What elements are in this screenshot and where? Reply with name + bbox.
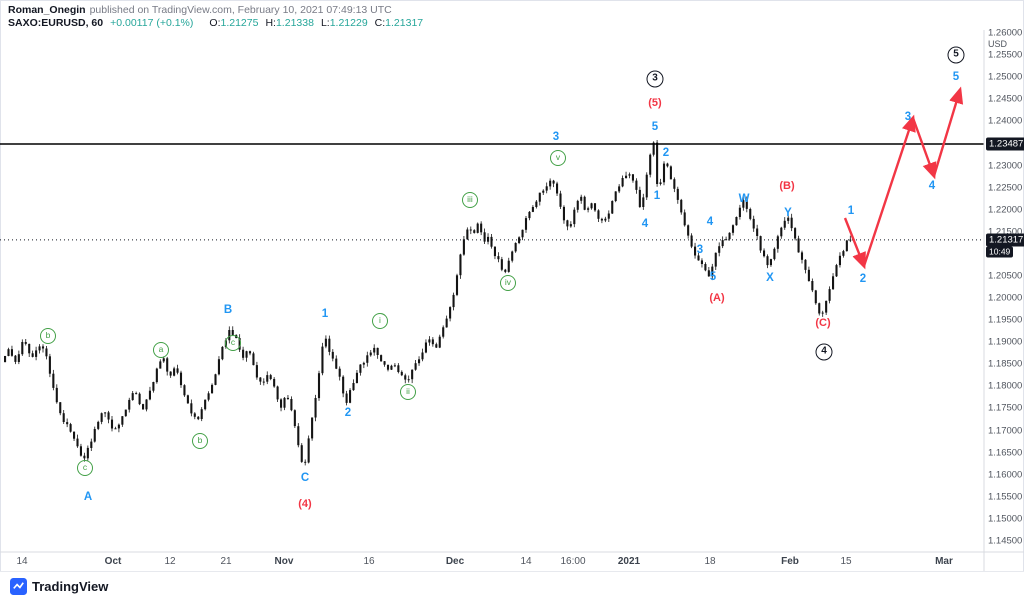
price-tick: 1.19500 (988, 314, 1023, 326)
price-tick: 1.23000 (988, 160, 1023, 172)
tradingview-logo[interactable]: TradingView (10, 578, 108, 595)
time-tick: Dec (445, 556, 465, 567)
price-change: +0.00117 (+0.1%) (110, 17, 194, 29)
ohlc-value: 1.21317 (385, 17, 424, 29)
price-tick: 1.19000 (988, 336, 1023, 348)
projection-arrow[interactable] (932, 86, 964, 177)
time-tick: Nov (274, 556, 294, 567)
axis-currency-label: USD (988, 39, 1008, 49)
symbol-info-line: SAXO:EURUSD, 60 +0.00117 (+0.1%) O:1.21275… (8, 17, 423, 29)
price-badge: 1.21317 (986, 233, 1024, 247)
projection-arrow[interactable] (862, 114, 916, 267)
price-tick: 1.18500 (988, 358, 1023, 370)
price-tick: 1.16500 (988, 447, 1023, 459)
price-tick: 1.20500 (988, 270, 1023, 282)
ohlc-key: C: (374, 17, 386, 29)
author-name[interactable]: Roman_Onegin (8, 4, 86, 16)
time-tick: 18 (704, 556, 716, 567)
price-tick: 1.20000 (988, 292, 1023, 304)
projection-arrow[interactable] (843, 217, 866, 270)
price-tick: 1.24000 (988, 115, 1023, 127)
ohlc-values: O:1.21275 H:1.21338 L:1.21229 C:1.21317 (202, 17, 423, 29)
price-tick: 1.14500 (988, 535, 1023, 547)
time-tick: 16:00 (560, 556, 586, 567)
footer-bar: TradingView (0, 571, 1024, 601)
time-axis[interactable]: 14 Oct 12 21 Nov 16 Dec 14 16:00 2021 18 Feb 15 Mar (0, 552, 1024, 570)
price-tick: 1.17500 (988, 402, 1023, 414)
time-tick: 21 (220, 556, 232, 567)
price-tick: 1.21500 (988, 226, 1023, 238)
ohlc-value: 1.21275 (220, 17, 259, 29)
price-badge: 1.23487 (986, 137, 1024, 151)
tradingview-logo-icon (10, 578, 27, 595)
ohlc-value: 1.21229 (329, 17, 368, 29)
time-tick: 12 (164, 556, 176, 567)
publish-info-line: Roman_Onegin published on TradingView.com… (8, 4, 392, 16)
time-tick: Oct (104, 556, 122, 567)
price-tick: 1.25000 (988, 71, 1023, 83)
projection-arrow[interactable] (911, 117, 937, 180)
time-tick: Mar (935, 556, 953, 567)
time-tick: 15 (840, 556, 852, 567)
time-tick: 16 (363, 556, 375, 567)
publish-meta: published on TradingView.com, February 1… (89, 4, 392, 16)
price-tick: 1.16000 (988, 469, 1023, 481)
price-tick: 1.22000 (988, 204, 1023, 216)
price-tick: 1.22500 (988, 182, 1023, 194)
price-tick: 1.26000 (988, 27, 1023, 39)
time-tick: 14 (16, 556, 28, 567)
ohlc-key: H: (265, 17, 276, 29)
symbol-title[interactable]: SAXO:EURUSD, 60 (8, 17, 104, 29)
price-tick: 1.15000 (988, 513, 1023, 525)
ohlc-value: 1.21338 (275, 17, 314, 29)
ohlc-key: O: (209, 17, 221, 29)
time-tick: Feb (781, 556, 799, 567)
time-tick: 2021 (617, 556, 641, 567)
price-tick: 1.24500 (988, 93, 1023, 105)
candles (4, 140, 855, 466)
price-axis[interactable]: 1.26000 1.25500 1.25000 1.24500 1.24000 1.230… (986, 0, 1024, 552)
price-tick: 1.17000 (988, 425, 1023, 437)
price-tick: 1.15500 (988, 491, 1023, 503)
ohlc-key: L: (320, 17, 330, 29)
candle-countdown-badge: 10:49 (986, 246, 1014, 258)
time-tick: 14 (520, 556, 532, 567)
price-tick: 1.18000 (988, 380, 1023, 392)
price-tick: 1.25500 (988, 49, 1023, 61)
tradingview-logo-text: TradingView (32, 579, 109, 594)
